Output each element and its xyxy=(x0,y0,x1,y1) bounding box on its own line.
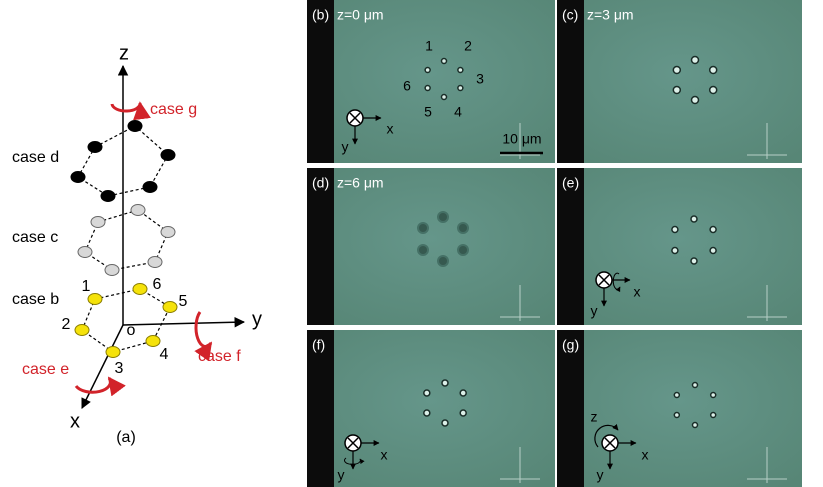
trap-spot xyxy=(710,67,717,74)
trap-spot xyxy=(710,248,716,254)
trap-spot xyxy=(439,257,447,265)
case-label: case e xyxy=(22,361,69,378)
case-label: case b xyxy=(12,291,59,308)
case-label: case d xyxy=(12,149,59,166)
trap-spot xyxy=(424,410,430,416)
trap-spot xyxy=(459,246,467,254)
panel-label: (e) xyxy=(562,175,579,191)
trap-spot xyxy=(442,59,447,64)
trap-spot xyxy=(442,380,448,386)
trap-spot xyxy=(691,216,697,222)
trap-spot xyxy=(458,86,463,91)
trap-spot xyxy=(693,383,698,388)
axis-label: x xyxy=(642,447,649,463)
trap-spot xyxy=(674,393,679,398)
trap-spot xyxy=(419,224,427,232)
panel-label: (b) xyxy=(312,7,329,23)
depth-label: z=3 μm xyxy=(587,7,634,23)
trap-spot xyxy=(692,97,699,104)
trap-number: 4 xyxy=(454,104,462,120)
axis-label: y xyxy=(591,303,598,319)
case-label: case f xyxy=(198,348,241,365)
trap-spot xyxy=(442,95,447,100)
trap-spot xyxy=(692,57,699,64)
trap-number: 2 xyxy=(62,316,71,333)
axis-label: y xyxy=(342,139,349,155)
trap-spot xyxy=(460,390,466,396)
axis-label: x xyxy=(381,447,388,463)
trap-number: 2 xyxy=(464,38,472,54)
trap-number: 3 xyxy=(476,71,484,87)
depth-label: z=0 μm xyxy=(337,7,384,23)
trap-spot xyxy=(710,87,717,94)
origin-label: o xyxy=(127,322,136,339)
trap-spot xyxy=(710,227,716,233)
trap-spot xyxy=(424,390,430,396)
micrograph-bg xyxy=(557,168,802,325)
panel-label: (d) xyxy=(312,175,329,191)
trap-spot xyxy=(460,410,466,416)
trap-spot xyxy=(674,413,679,418)
case-label: case c xyxy=(12,229,58,246)
rotation-arrow xyxy=(196,312,211,347)
black-strip xyxy=(557,168,584,325)
trap-number: 6 xyxy=(153,276,162,293)
panel-label: (a) xyxy=(116,429,136,446)
trap-spot xyxy=(458,68,463,73)
trap-spot xyxy=(691,258,697,264)
axis-label: y xyxy=(597,467,604,483)
panel-label: (f) xyxy=(312,337,325,353)
rotation-arrow xyxy=(112,103,140,111)
axis-label: x xyxy=(634,284,641,300)
trap-spot xyxy=(419,246,427,254)
axis-label: z xyxy=(591,409,598,425)
trap-spot xyxy=(425,86,430,91)
black-strip xyxy=(557,330,584,487)
panel-a: z y x o (a) 1 2 3 4 5 6 case d case c ca… xyxy=(12,42,262,446)
trap-number: 3 xyxy=(115,360,124,377)
trap-spot xyxy=(672,227,678,233)
y-axis xyxy=(123,322,244,325)
trap-spot xyxy=(442,420,448,426)
micrograph-bg xyxy=(307,330,555,487)
separator xyxy=(307,325,823,330)
micrograph-bg xyxy=(557,0,802,163)
micrograph-bg xyxy=(307,168,555,325)
trap-number: 5 xyxy=(424,104,432,120)
trap-spot xyxy=(459,224,467,232)
trap-spot xyxy=(439,213,447,221)
separator xyxy=(307,163,823,168)
trap-spot xyxy=(711,413,716,418)
trap-spot xyxy=(425,68,430,73)
trap-number: 4 xyxy=(160,346,169,363)
axis-label: y xyxy=(338,467,345,483)
axis-label: y xyxy=(252,308,262,330)
trap-number: 5 xyxy=(179,293,188,310)
black-strip xyxy=(307,330,334,487)
trap-spot xyxy=(673,87,680,94)
trap-spot xyxy=(693,423,698,428)
scale-bar-label: 10 μm xyxy=(502,131,541,147)
trap-number: 6 xyxy=(403,78,411,94)
trap-spot xyxy=(673,67,680,74)
black-strip xyxy=(307,0,334,163)
black-strip xyxy=(307,168,334,325)
black-strip xyxy=(557,0,584,163)
trap-spot xyxy=(711,393,716,398)
trap-number: 1 xyxy=(82,278,91,295)
dots-c xyxy=(78,205,175,276)
axis-label: z xyxy=(119,42,129,64)
axis-label: x xyxy=(387,121,394,137)
trap-number: 1 xyxy=(425,38,433,54)
axis-label: x xyxy=(70,410,80,432)
micrographs xyxy=(307,0,823,487)
depth-label: z=6 μm xyxy=(337,175,384,191)
panel-label: (g) xyxy=(562,337,579,353)
panel-label: (c) xyxy=(562,7,578,23)
case-label: case g xyxy=(150,101,197,118)
trap-spot xyxy=(672,248,678,254)
figure: z y x o (a) 1 2 3 4 5 6 case d case c ca… xyxy=(0,0,823,487)
